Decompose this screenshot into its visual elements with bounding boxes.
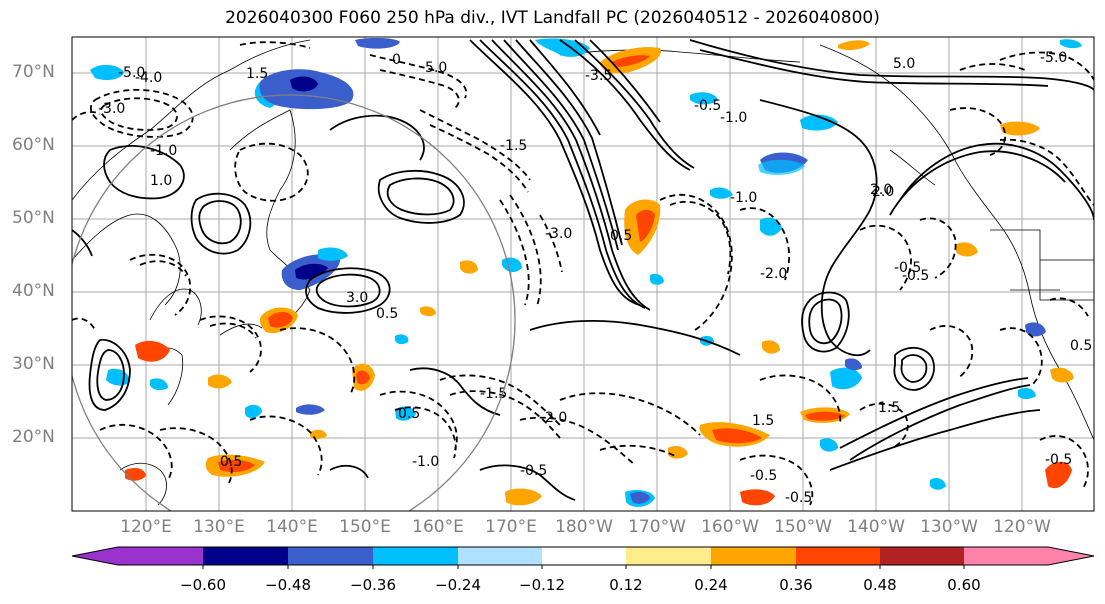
- contour-label: 1.5: [752, 413, 774, 429]
- colorbar-segment: [880, 547, 964, 565]
- contour-label: 1.5: [246, 66, 268, 82]
- contour-label: -5.0: [118, 65, 145, 81]
- lat-label: 60°N: [12, 135, 55, 155]
- colorbar-segment: [711, 547, 796, 565]
- contour-label: 1.5: [878, 400, 900, 416]
- contour-label: -0.5: [902, 268, 929, 284]
- colorbar-segment: [626, 547, 711, 565]
- contour-label: -1.5: [480, 386, 507, 402]
- lat-label: 20°N: [12, 427, 55, 447]
- lon-label: 140°E: [266, 517, 318, 537]
- contour-label: -0.5: [694, 98, 721, 114]
- contour-label: -0.5: [1045, 452, 1072, 468]
- colorbar-tick-label: 0.12: [609, 576, 643, 594]
- contour-label: -1.5: [500, 138, 527, 154]
- lon-label: 150°W: [774, 517, 832, 537]
- contour-label: -0.5: [520, 463, 547, 479]
- lon-label: 120°W: [993, 517, 1051, 537]
- contour-labels: -5.0 -4.0 -3.0 1.5 0 -1.0 -3.0 0.5 5.0 -…: [98, 50, 1092, 506]
- contour-label: -5.0: [1040, 50, 1067, 66]
- lat-gridlines: [72, 72, 1094, 439]
- colorbar-segment: [1048, 547, 1094, 565]
- lon-label: 140°W: [847, 517, 905, 537]
- colorbar-tick-label: 0.36: [779, 576, 813, 594]
- lat-label: 40°N: [12, 281, 55, 301]
- contour-label: -4.0: [135, 70, 162, 86]
- colorbar-tick-label: −0.36: [350, 576, 396, 594]
- lon-label: 130°W: [920, 517, 978, 537]
- lon-label: 150°E: [339, 517, 391, 537]
- lon-label: 180°W: [555, 517, 613, 537]
- colorbar-segment: [796, 547, 880, 565]
- map-border: [71, 36, 1095, 512]
- lon-label: 120°E: [120, 517, 172, 537]
- colorbar-tick-label: −0.24: [435, 576, 481, 594]
- contour-label: -1.0: [720, 110, 747, 126]
- contour-label: -0.5: [785, 490, 812, 506]
- contour-label: -0.5: [894, 260, 921, 276]
- lat-label: 30°N: [12, 354, 55, 374]
- colorbar: [71, 546, 1095, 569]
- colorbar-tick-label: 0.60: [947, 576, 981, 594]
- map-panel: [72, 37, 1094, 511]
- solid-contours: [72, 39, 1094, 501]
- contour-label: 0: [392, 52, 401, 68]
- lon-label: 160°E: [412, 517, 464, 537]
- colorbar-segment: [288, 547, 373, 565]
- contour-label: 0.5: [220, 454, 242, 470]
- lat-label: 70°N: [12, 62, 55, 82]
- colorbar-segment: [118, 547, 203, 565]
- contour-label: -2.0: [760, 266, 787, 282]
- contour-label: 2.0: [872, 184, 894, 200]
- lon-label: 160°W: [701, 517, 759, 537]
- colorbar-segment: [964, 547, 1048, 565]
- lat-label: 50°N: [12, 208, 55, 228]
- colorbar-tick-label: 0.24: [694, 576, 728, 594]
- contour-label: -0.5: [750, 468, 777, 484]
- contour-label: -1.0: [730, 190, 757, 206]
- contour-label: -3.0: [98, 101, 125, 117]
- landfall-circle: [72, 94, 516, 511]
- contour-label: 2.0: [870, 182, 892, 198]
- contour-label: 0.5: [610, 228, 632, 244]
- colorbar-segment: [458, 547, 542, 565]
- contour-label: -1.0: [150, 143, 177, 159]
- dashed-contours: [72, 41, 1094, 506]
- lon-label: 170°E: [485, 517, 537, 537]
- lon-label: 170°W: [628, 517, 686, 537]
- colorbar-segment: [542, 547, 626, 565]
- contour-label: 0.5: [1070, 338, 1092, 354]
- contour-label: -2.0: [540, 410, 567, 426]
- colorbar-tick-label: 0.48: [863, 576, 897, 594]
- colorbar-segment: [203, 547, 288, 565]
- colorbar-segment: [72, 547, 118, 565]
- contour-label: -3.0: [545, 226, 572, 242]
- contour-label: 5.0: [893, 56, 915, 72]
- contour-label: 0.5: [398, 406, 420, 422]
- colorbar-segment: [373, 547, 458, 565]
- colorbar-tick-label: −0.48: [265, 576, 311, 594]
- contour-label: 1.0: [150, 173, 172, 189]
- colorbar-tick-label: −0.12: [519, 576, 565, 594]
- map-title: 2026040300 F060 250 hPa div., IVT Landfa…: [225, 8, 880, 28]
- lon-label: 130°E: [193, 517, 245, 537]
- colorbar-tick-label: −0.60: [180, 576, 226, 594]
- contour-label: -1.0: [412, 454, 439, 470]
- contour-label: 3.0: [346, 290, 368, 306]
- contour-label: 0.5: [376, 306, 398, 322]
- contour-label: 5.0: [425, 60, 447, 76]
- contour-label: -3.5: [585, 68, 612, 84]
- colorbar-outline: [71, 546, 1095, 566]
